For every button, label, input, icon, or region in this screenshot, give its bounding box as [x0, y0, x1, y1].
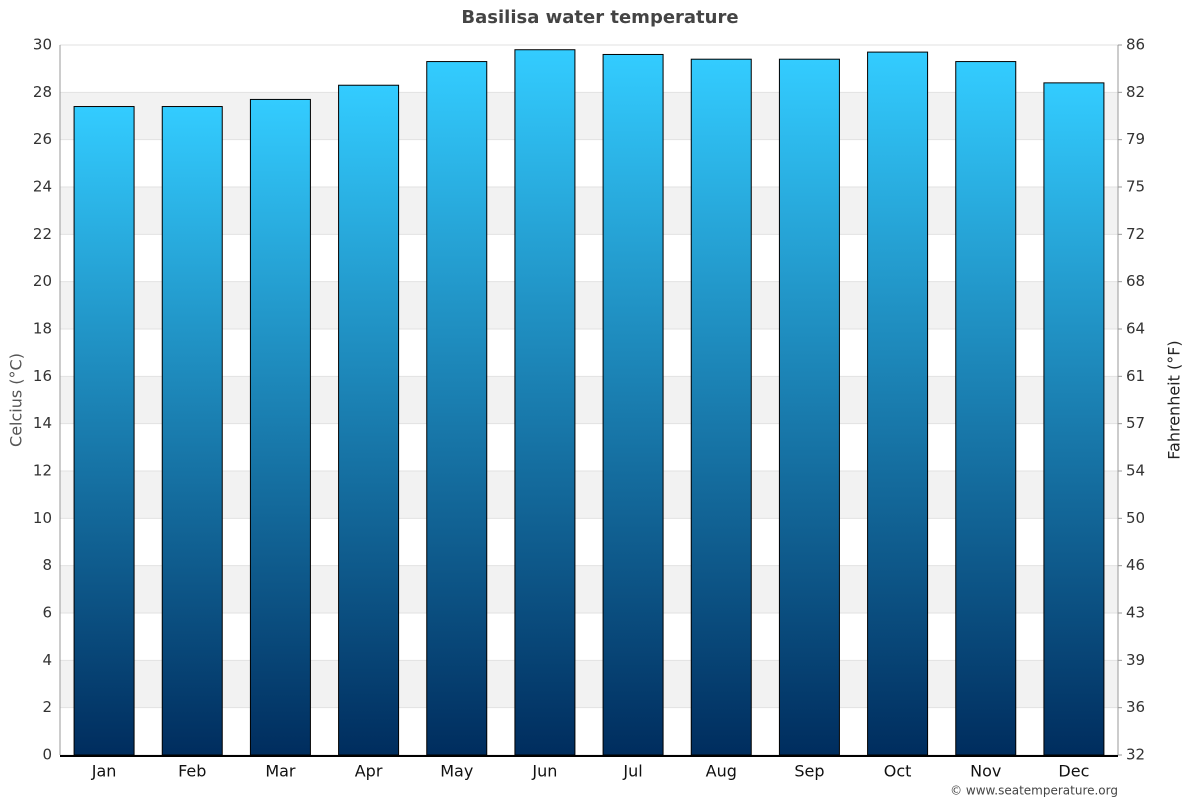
y2-tick-label: 86 [1126, 36, 1145, 54]
y-tick-label: 22 [33, 225, 52, 243]
y-tick-label: 24 [33, 178, 52, 196]
bar [690, 58, 752, 756]
grid-band [60, 92, 1118, 140]
grid-band [60, 471, 1118, 519]
y2-tick-label: 50 [1126, 509, 1145, 527]
x-tick-label: Apr [355, 762, 383, 781]
bar [778, 58, 840, 756]
bar [249, 98, 311, 756]
y-tick-label: 16 [33, 367, 52, 385]
y-tick-label: 20 [33, 272, 52, 290]
y2-tick-label: 39 [1126, 651, 1145, 669]
x-tick-label: Feb [178, 762, 206, 781]
y2-tick-label: 46 [1126, 556, 1145, 574]
x-tick-label: Jun [531, 762, 557, 781]
x-tick-label: Aug [706, 762, 737, 781]
bar [1043, 82, 1105, 756]
y2-tick-label: 68 [1126, 272, 1145, 290]
grid-band [60, 660, 1118, 708]
grid-band [60, 281, 1118, 329]
y2-tick-label: 36 [1126, 698, 1145, 716]
bar [161, 106, 223, 756]
bar [514, 49, 576, 756]
x-tick-label: Jul [622, 762, 642, 781]
x-tick-label: Mar [265, 762, 296, 781]
y-tick-label: 28 [33, 83, 52, 101]
y2-tick-label: 82 [1126, 83, 1145, 101]
grid-band [60, 376, 1118, 424]
y-tick-label: 0 [42, 746, 52, 764]
y-tick-label: 12 [33, 462, 52, 480]
credit: © www.seatemperature.org [950, 784, 1118, 798]
y2-tick-label: 75 [1126, 178, 1145, 196]
bar [955, 61, 1017, 756]
y-tick-label: 10 [33, 509, 52, 527]
y-tick-label: 4 [42, 651, 52, 669]
bar [426, 61, 488, 756]
y2-tick-label: 64 [1126, 320, 1145, 338]
y-tick-label: 14 [33, 414, 52, 432]
y-tick-label: 2 [42, 698, 52, 716]
x-tick-label: Jan [91, 762, 117, 781]
y2-tick-label: 43 [1126, 604, 1145, 622]
chart-title: Basilisa water temperature [461, 7, 738, 28]
x-tick-label: Nov [970, 762, 1001, 781]
x-tick-label: Sep [794, 762, 824, 781]
x-tick-label: Oct [884, 762, 912, 781]
bar [73, 106, 135, 756]
y-tick-label: 6 [42, 604, 52, 622]
grid-band [60, 187, 1118, 235]
bar [602, 53, 664, 756]
y2-axis-label: Fahrenheit (°F) [1165, 340, 1184, 459]
y2-tick-label: 61 [1126, 367, 1145, 385]
y-axis-label: Celcius (°C) [7, 353, 26, 447]
y2-tick-label: 32 [1126, 746, 1145, 764]
y2-tick-label: 79 [1126, 130, 1145, 148]
x-tick-label: May [440, 762, 473, 781]
x-tick-label: Dec [1058, 762, 1089, 781]
y2-tick-label: 57 [1126, 414, 1145, 432]
grid-band [60, 565, 1118, 613]
y2-tick-label: 72 [1126, 225, 1145, 243]
y2-tick-label: 54 [1126, 462, 1145, 480]
y-tick-label: 8 [42, 556, 52, 574]
y-tick-label: 18 [33, 320, 52, 338]
y-tick-label: 30 [33, 36, 52, 54]
bar [867, 51, 929, 756]
y-tick-label: 26 [33, 130, 52, 148]
bar [338, 84, 400, 756]
